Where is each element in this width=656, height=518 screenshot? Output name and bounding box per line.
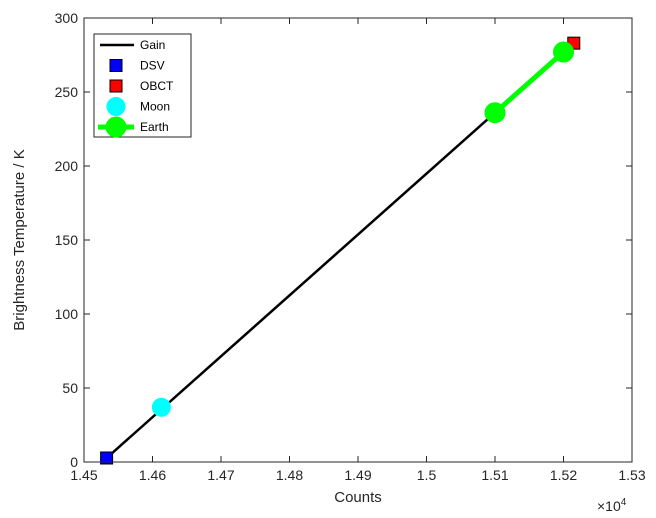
legend-label-earth: Earth xyxy=(140,120,169,134)
x-tick-label: 1.53 xyxy=(618,467,645,483)
y-tick-label: 200 xyxy=(55,158,79,174)
legend-label-moon: Moon xyxy=(140,100,170,114)
legend-swatch-dsv xyxy=(109,59,123,72)
x-axis-label: Counts xyxy=(334,489,382,506)
y-tick-label: 150 xyxy=(55,232,79,248)
legend-swatch-earth xyxy=(105,116,127,138)
legend: Gain DSV OBCT Moon Earth xyxy=(93,33,192,138)
legend-label-dsv: DSV xyxy=(140,59,165,73)
dsv-point xyxy=(100,451,114,465)
y-tick-label: 100 xyxy=(55,306,79,322)
earth-point xyxy=(553,41,574,63)
earth-line xyxy=(493,50,566,115)
moon-point xyxy=(151,397,171,417)
axes: 1.45 1.46 1.47 1.48 1.49 1.5 1.51 1.52 1.53 0 50 10… xyxy=(55,10,646,483)
x-tick-label: 1.47 xyxy=(207,467,234,483)
x-tick-label: 1.5 xyxy=(417,467,437,483)
x-tick-label: 1.48 xyxy=(276,467,303,483)
x-tick-label: 1.45 xyxy=(70,467,97,483)
legend-label-obct: OBCT xyxy=(140,79,174,93)
earth-point xyxy=(484,102,506,124)
y-tick-label: 250 xyxy=(55,84,79,100)
plot-area xyxy=(100,36,581,465)
x-axis-exponent-base: ×10 xyxy=(597,498,621,514)
x-tick-label: 1.51 xyxy=(481,467,508,483)
legend-label-gain: Gain xyxy=(140,38,165,52)
y-tick-label: 50 xyxy=(62,380,78,396)
gain-line xyxy=(105,111,496,459)
x-tick-label: 1.52 xyxy=(550,467,577,483)
x-tick-label: 1.46 xyxy=(139,467,166,483)
y-axis-label: Brightness Temperature / K xyxy=(11,149,28,330)
x-axis-exponent: ×104 xyxy=(597,497,627,514)
y-tick-label: 0 xyxy=(70,454,78,470)
legend-swatch-moon xyxy=(106,97,126,116)
legend-swatch-obct xyxy=(109,79,123,93)
x-tick-label: 1.49 xyxy=(344,467,371,483)
x-axis-exponent-power: 4 xyxy=(621,497,627,508)
y-tick-label: 300 xyxy=(55,10,79,26)
